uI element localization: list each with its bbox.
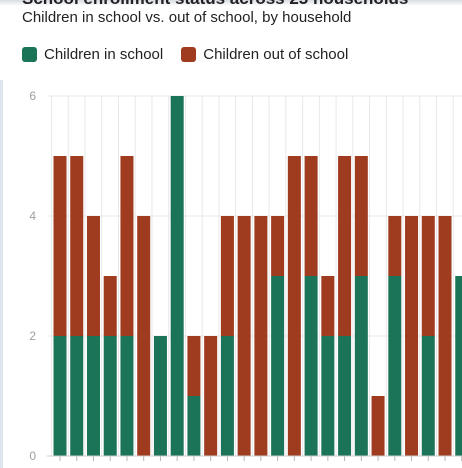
bar-out-of-school [421, 216, 435, 336]
chart-subtitle: Children in school vs. out of school, by… [22, 9, 352, 26]
bar-out-of-school [86, 216, 100, 336]
bar-in-school [153, 336, 167, 456]
bar-out-of-school [438, 216, 452, 456]
bar-in-school [86, 336, 100, 456]
panel-left-edge [0, 80, 3, 468]
bar-out-of-school [388, 216, 402, 276]
bar-in-school [53, 336, 67, 456]
legend-item-out-of-school[interactable]: Children out of school [181, 46, 348, 63]
y-tick-label: 2 [29, 329, 36, 343]
bar-in-school [170, 96, 184, 456]
bar-out-of-school [187, 336, 201, 396]
bar-out-of-school [338, 156, 352, 336]
bar-in-school [120, 336, 134, 456]
bar-out-of-school [271, 216, 285, 276]
bar-in-school [271, 276, 285, 456]
bar-out-of-school [237, 216, 251, 456]
bar-out-of-school [304, 156, 318, 276]
bar-in-school [455, 276, 462, 456]
bar-out-of-school [103, 276, 117, 336]
legend-label-out-of-school: Children out of school [203, 46, 349, 63]
bar-out-of-school [321, 276, 335, 336]
bar-in-school [187, 396, 201, 456]
bar-in-school [304, 276, 318, 456]
bar-out-of-school [137, 216, 151, 456]
bar-in-school [103, 336, 117, 456]
bar-in-school [388, 276, 402, 456]
bar-out-of-school [254, 216, 268, 456]
legend-label-in-school: Children in school [44, 46, 164, 63]
y-tick-label: 6 [29, 89, 36, 103]
bar-in-school [354, 276, 368, 456]
bar-out-of-school [287, 156, 301, 456]
bar-in-school [421, 336, 435, 456]
top-strip [0, 0, 462, 6]
bar-in-school [321, 336, 335, 456]
bar-out-of-school [53, 156, 67, 336]
bar-out-of-school [405, 216, 419, 456]
legend-swatch-in-school [22, 47, 37, 62]
bar-in-school [220, 336, 234, 456]
y-tick-label: 0 [29, 449, 36, 463]
bar-out-of-school [204, 336, 218, 456]
bar-out-of-school [354, 156, 368, 276]
legend-swatch-out-of-school [181, 47, 197, 62]
y-tick-label: 4 [29, 209, 36, 223]
legend-item-in-school[interactable]: Children in school [22, 46, 163, 63]
bar-out-of-school [371, 396, 385, 456]
bar-out-of-school [70, 156, 84, 336]
bar-out-of-school [220, 216, 234, 336]
bar-in-school [70, 336, 84, 456]
chart-title: School enrollment status across 25 house… [22, 0, 408, 9]
bar-in-school [338, 336, 352, 456]
legend: Children in school Children out of schoo… [22, 46, 348, 63]
bar-out-of-school [120, 156, 134, 336]
